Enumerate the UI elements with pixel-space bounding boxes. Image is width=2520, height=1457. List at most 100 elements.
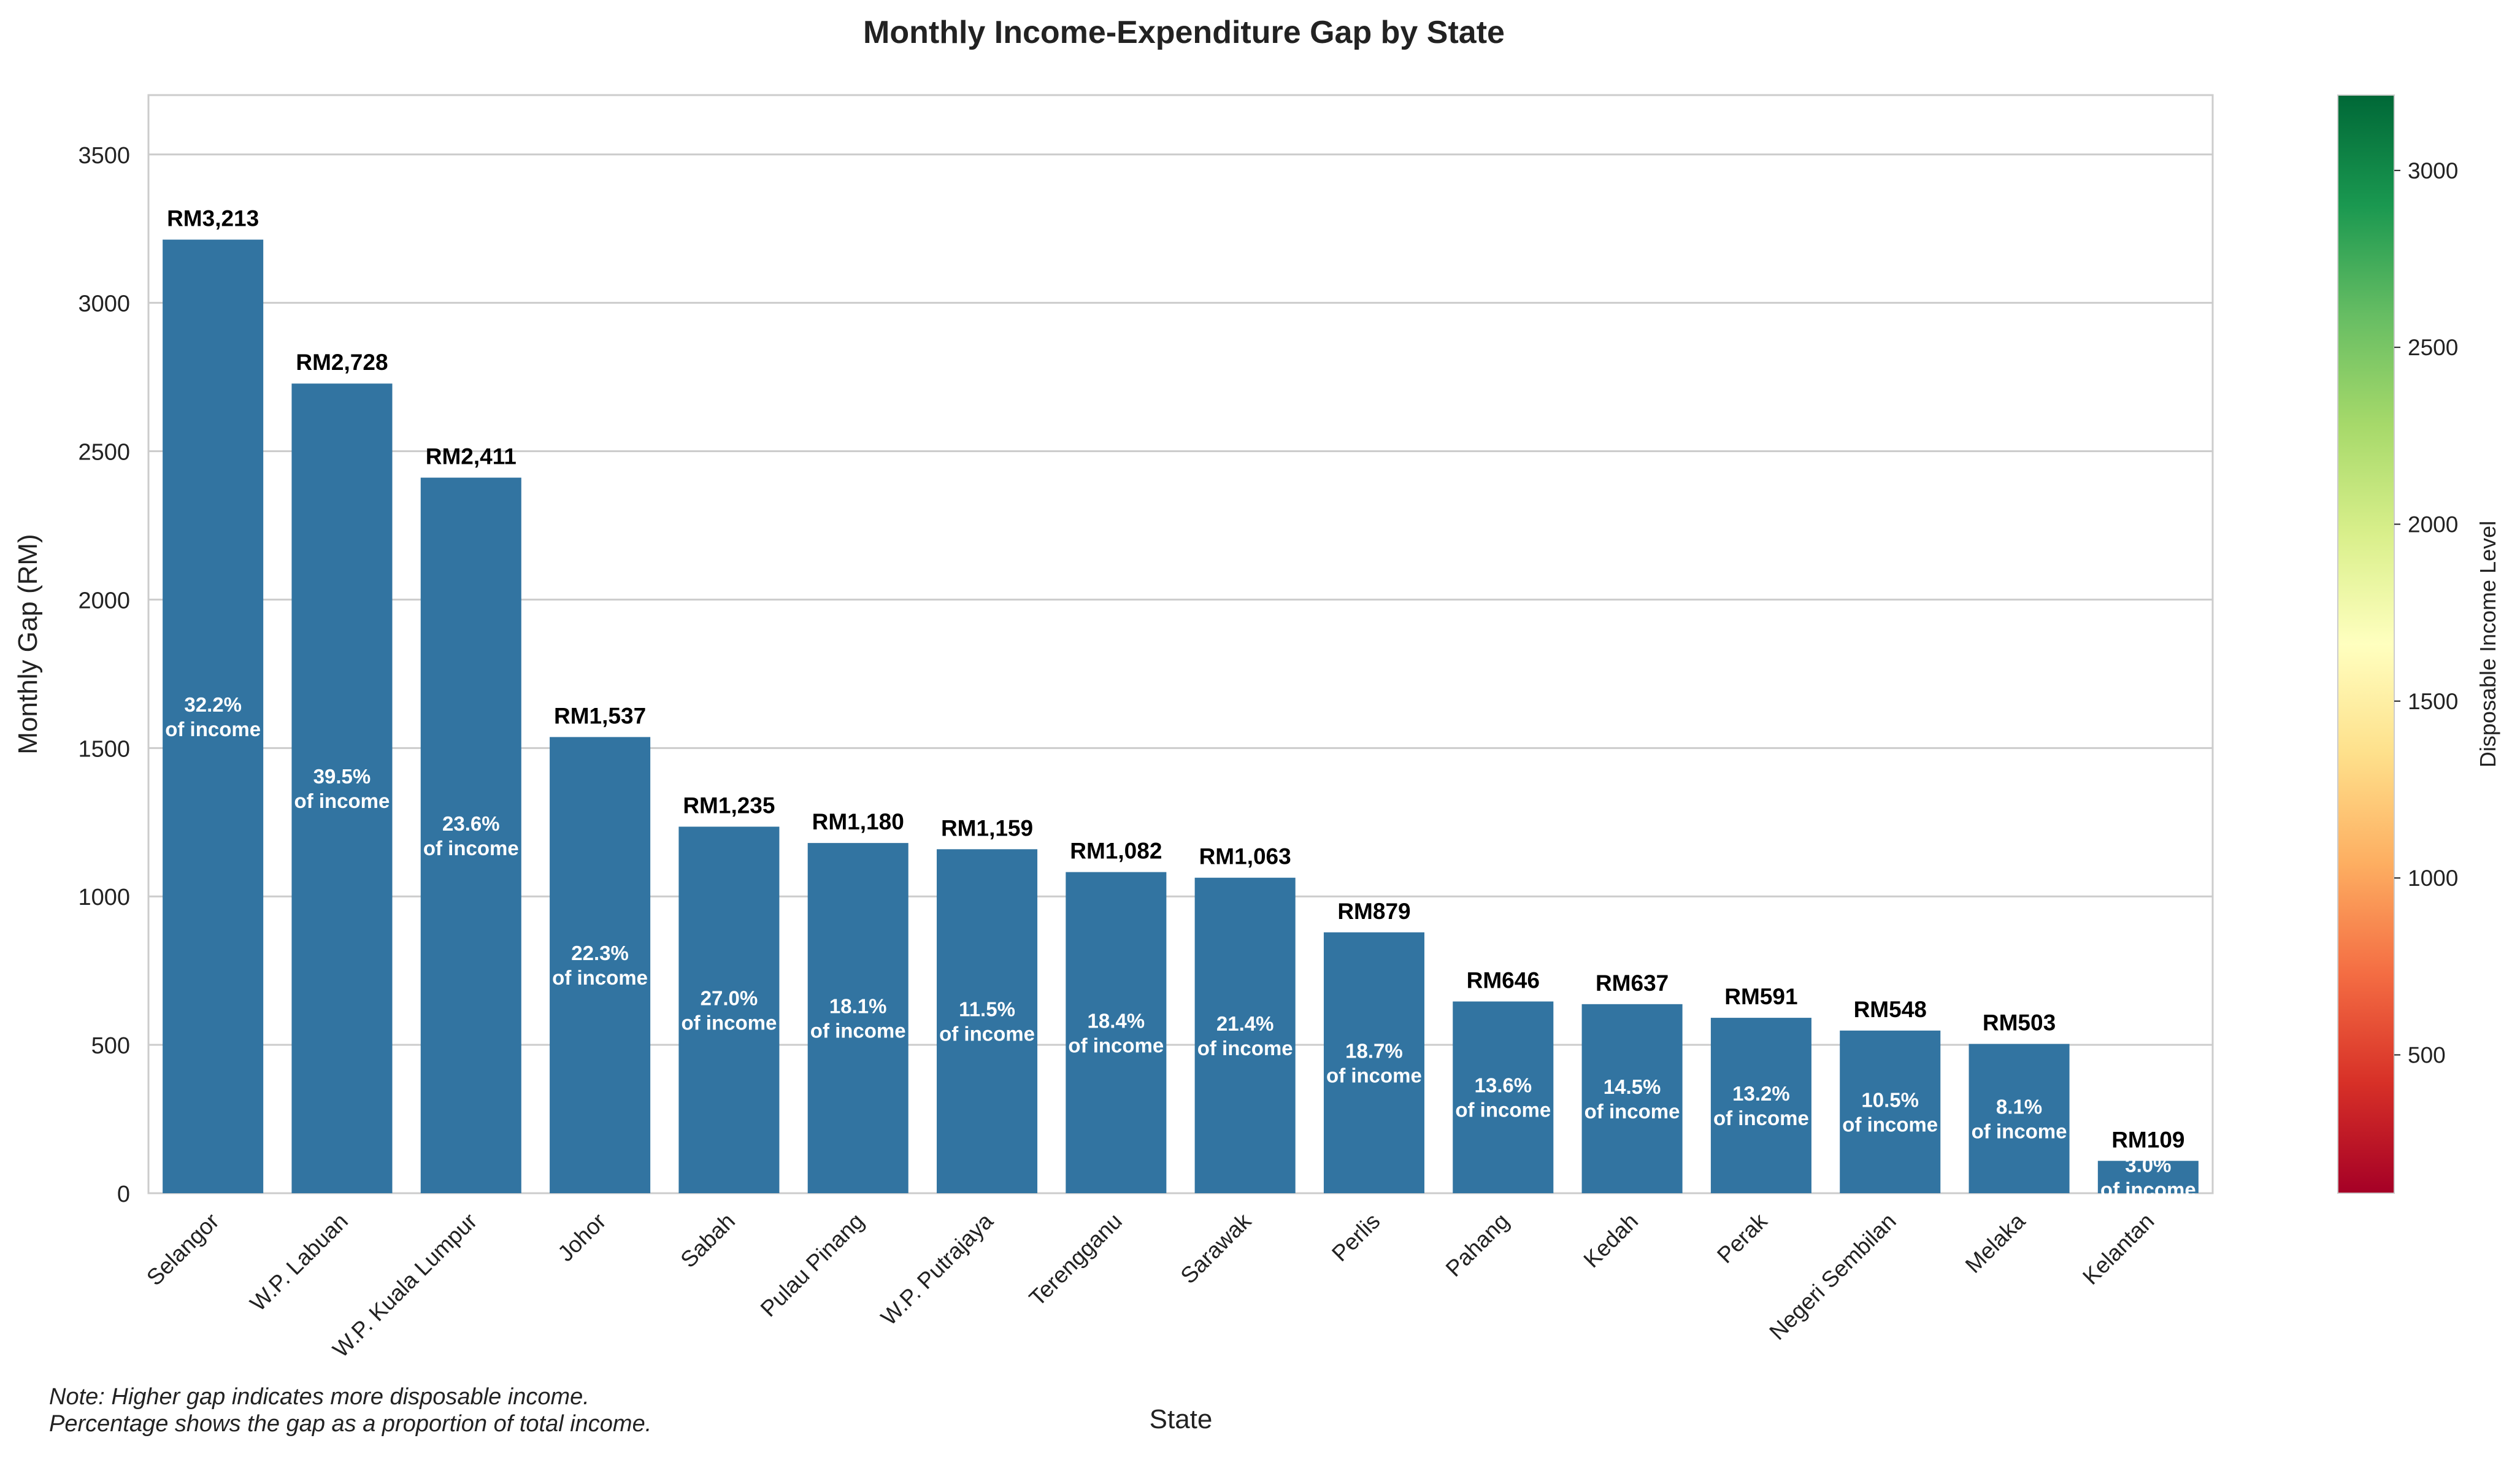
bar-percent-suffix: of income [552, 966, 648, 989]
bar [1840, 1030, 1941, 1193]
bar-value-label: RM2,728 [296, 350, 388, 375]
colorbar-tick-label: 2500 [2408, 335, 2458, 360]
bar-value-label: RM1,235 [683, 793, 775, 818]
y-tick-label: 3500 [78, 143, 130, 169]
y-tick-label: 500 [91, 1033, 130, 1059]
bar-percent-label: 13.6% [1474, 1074, 1532, 1097]
colorbar-gradient [2337, 94, 2395, 1194]
bar [807, 843, 909, 1193]
y-tick-label: 3000 [78, 291, 130, 317]
bar-percent-suffix: of income [294, 790, 390, 812]
bar-value-label: RM1,537 [554, 703, 646, 728]
bar-percent-label: 3.0% [2125, 1154, 2171, 1177]
bar [1194, 877, 1296, 1193]
x-tick-label: Sabah [675, 1209, 740, 1273]
y-tick-label: 0 [117, 1182, 130, 1207]
bar-value-label: RM1,082 [1070, 839, 1162, 864]
bar-percent-suffix: of income [1455, 1099, 1551, 1121]
x-tick-label: Sarawak [1176, 1208, 1256, 1288]
chart-title: Monthly Income-Expenditure Gap by State [863, 15, 1505, 50]
bar-value-label: RM3,213 [167, 206, 259, 231]
x-tick-label: Pulau Pinang [756, 1209, 869, 1322]
x-axis-label: State [1150, 1404, 1213, 1434]
bar [2097, 1161, 2199, 1193]
bar [550, 737, 651, 1193]
bar-value-label: RM1,159 [941, 815, 1033, 840]
colorbar-tick-label: 1500 [2408, 689, 2458, 714]
bar [1581, 1004, 1683, 1193]
colorbar-tick-label: 2000 [2408, 512, 2458, 537]
x-tick-label: Kedah [1579, 1209, 1643, 1273]
x-tick-label: W.P. Putrajaya [876, 1208, 998, 1330]
bar-percent-suffix: of income [1585, 1100, 1680, 1123]
bar-percent-label: 21.4% [1216, 1012, 1274, 1035]
bar-percent-label: 32.2% [184, 693, 242, 716]
colorbar-tick-label: 1000 [2408, 866, 2458, 891]
bar-percent-label: 23.6% [442, 812, 500, 835]
bar-value-label: RM503 [1983, 1010, 2056, 1036]
bar [291, 383, 393, 1194]
footnote: Note: Higher gap indicates more disposab… [49, 1383, 651, 1437]
bar-percent-label: 18.1% [829, 995, 887, 1018]
bar-value-label: RM548 [1854, 997, 1927, 1022]
bar-percent-label: 14.5% [1604, 1075, 1661, 1098]
bar-value-label: RM109 [2111, 1127, 2184, 1152]
x-tick-label: Kelantan [2078, 1209, 2159, 1290]
bar-percent-suffix: of income [1068, 1034, 1164, 1056]
bar-percent-label: 18.4% [1088, 1009, 1145, 1032]
bar-percent-label: 11.5% [959, 998, 1015, 1021]
x-tick-label: W.P. Kuala Lumpur [328, 1209, 482, 1363]
x-tick-label: Johor [553, 1209, 610, 1266]
x-tick-label: Terengganu [1024, 1209, 1127, 1311]
y-tick-label: 1000 [78, 885, 130, 910]
colorbar-tick-label: 500 [2408, 1043, 2446, 1068]
bar-value-label: RM637 [1596, 971, 1669, 996]
footnote-line-2: Percentage shows the gap as a proportion… [49, 1411, 652, 1437]
bar-percent-label: 18.7% [1345, 1039, 1403, 1062]
bar-percent-suffix: of income [1197, 1037, 1293, 1059]
y-tick-label: 1500 [78, 736, 130, 762]
bar [1969, 1044, 2070, 1193]
bar-value-label: RM646 [1467, 967, 1540, 993]
bar-percent-suffix: of income [681, 1011, 777, 1034]
colorbar-tick-label: 3000 [2408, 158, 2458, 183]
x-tick-label: Melaka [1961, 1208, 2030, 1278]
x-tick-label: Selangor [142, 1209, 224, 1291]
bar [937, 849, 1038, 1193]
colorbar: 500 1000 1500 2000 2500 3000 [2337, 94, 2458, 1194]
bar-value-label: RM591 [1724, 984, 1797, 1009]
bar [1710, 1018, 1811, 1193]
bar-value-label: RM2,411 [426, 444, 517, 469]
bar [163, 239, 264, 1194]
bar [678, 826, 780, 1193]
bar-percent-suffix: of income [1842, 1113, 1938, 1136]
bar-value-label: RM1,063 [1199, 844, 1291, 869]
bar [420, 477, 521, 1193]
bar-percent-suffix: of income [939, 1023, 1035, 1045]
x-tick-label: W.P. Labuan [245, 1209, 353, 1316]
footnote-line-1: Note: Higher gap indicates more disposab… [49, 1384, 590, 1410]
colorbar-label: Disposable Income Level [2475, 521, 2500, 767]
bar-percent-label: 22.3% [571, 942, 629, 964]
bar-percent-suffix: of income [165, 718, 261, 740]
bar-value-label: RM879 [1337, 899, 1410, 924]
bar-percent-label: 27.0% [701, 986, 758, 1009]
bar [1453, 1001, 1554, 1193]
bar [1323, 932, 1424, 1193]
bar-percent-label: 13.2% [1732, 1082, 1790, 1105]
bar-percent-suffix: of income [1972, 1120, 2067, 1142]
bar [1066, 872, 1167, 1193]
bar-percent-suffix: of income [2100, 1178, 2196, 1201]
x-tick-label: Perak [1712, 1208, 1772, 1268]
bar-percent-label: 8.1% [1996, 1095, 2042, 1118]
bar-percent-suffix: of income [810, 1020, 906, 1042]
y-axis-ticks: 0 500 1000 1500 2000 2500 3000 3500 [78, 143, 130, 1207]
bar-percent-label: 10.5% [1861, 1088, 1919, 1111]
y-axis-label: Monthly Gap (RM) [13, 534, 43, 754]
y-tick-label: 2000 [78, 588, 130, 613]
bar-value-label: RM1,180 [812, 809, 904, 834]
x-tick-label: Negeri Sembilan [1764, 1209, 1900, 1345]
